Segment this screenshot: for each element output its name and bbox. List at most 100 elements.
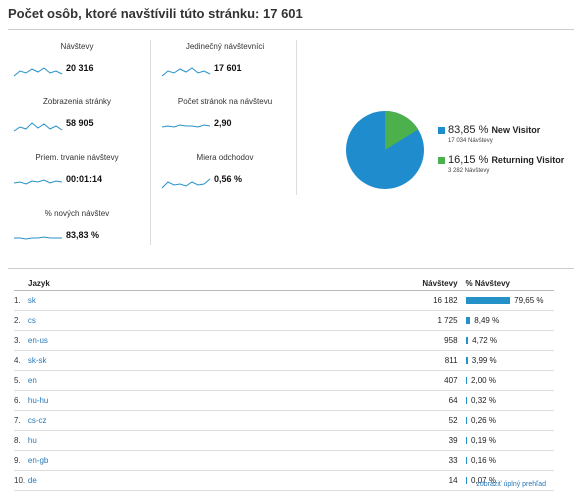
language-link[interactable]: hu xyxy=(27,430,385,451)
metric-label: Miera odchodov xyxy=(196,153,254,162)
table-header-row: Jazyk Návštevy % Návštevy xyxy=(14,277,554,291)
pct-cell: 0,32 % xyxy=(465,390,554,411)
visits-value: 39 xyxy=(384,430,466,451)
row-index: 7. xyxy=(14,410,28,431)
language-link[interactable]: sk-sk xyxy=(27,350,385,371)
metric-label: Počet stránok na návštevu xyxy=(177,97,273,106)
pct-value: 3,99 % xyxy=(471,356,497,365)
pct-bar xyxy=(465,297,511,305)
pct-value: 2,00 % xyxy=(471,376,496,385)
table-row: 10. de 14 0,07 % xyxy=(14,470,554,491)
pct-cell: 0,16 % xyxy=(465,450,554,471)
sparkline xyxy=(161,124,211,128)
metric-pageviews: Zobrazenia stránky 58 905 xyxy=(12,97,142,132)
row-index: 10. xyxy=(14,470,28,491)
visits-value: 1 725 xyxy=(384,310,466,331)
col-header-language: Jazyk xyxy=(14,277,385,291)
visits-value: 64 xyxy=(384,390,466,411)
metric-value: 20 316 xyxy=(66,63,94,73)
language-link[interactable]: en-gb xyxy=(27,450,385,471)
section-divider xyxy=(8,268,574,269)
pct-bar xyxy=(465,357,468,365)
sparkline xyxy=(13,67,63,77)
table-row: 8. hu 39 0,19 % xyxy=(14,430,554,451)
legend-label: Returning Visitor xyxy=(491,155,565,165)
legend-pct: 83,85 % xyxy=(448,124,489,136)
pie-slice-returning-visitor xyxy=(385,111,419,150)
metric-value: 58 905 xyxy=(66,118,94,128)
row-index: 5. xyxy=(14,370,28,391)
metric-label: Jedinečný návštevníci xyxy=(185,42,265,51)
col-header-pct: % Návštevy xyxy=(465,277,554,291)
metric-label: Priem. trvanie návštevy xyxy=(35,153,119,162)
legend-pct: 16,15 % xyxy=(448,154,489,166)
language-link[interactable]: sk xyxy=(27,290,385,311)
pct-cell: 0,19 % xyxy=(465,430,554,451)
pct-value: 0,07 % xyxy=(471,476,496,485)
language-link[interactable]: cs xyxy=(27,310,385,331)
legend-label: New Visitor xyxy=(491,125,541,135)
metric-label: % nových návštev xyxy=(44,209,110,218)
row-index: 9. xyxy=(14,450,28,471)
table-row: 2. cs 1 725 8,49 % xyxy=(14,310,554,331)
visitor-type-pie-chart xyxy=(346,111,424,189)
visits-value: 14 xyxy=(384,470,466,491)
pct-value: 0,19 % xyxy=(471,436,496,445)
page-title: Počet osôb, ktoré navštívili túto stránk… xyxy=(8,6,303,21)
table-row: 7. cs-cz 52 0,26 % xyxy=(14,410,554,431)
pct-cell: 3,99 % xyxy=(465,350,554,371)
metric-avg-visit-duration: Priem. trvanie návštevy 00:01:14 xyxy=(12,153,142,185)
pct-cell: 2,00 % xyxy=(465,370,554,391)
visits-value: 33 xyxy=(384,450,466,471)
visits-value: 16 182 xyxy=(384,290,466,311)
pct-cell: 8,49 % xyxy=(465,310,554,331)
metric-visits: Návštevy 20 316 xyxy=(12,42,142,77)
row-index: 6. xyxy=(14,390,28,411)
table-row: 1. sk 16 182 79,65 % xyxy=(14,290,554,311)
legend-sub: 17 034 Návštevy xyxy=(448,138,493,144)
language-link[interactable]: en-us xyxy=(27,330,385,351)
visits-value: 52 xyxy=(384,410,466,431)
metric-value: 0,56 % xyxy=(214,174,243,184)
pct-cell: 4,72 % xyxy=(465,330,554,351)
legend-swatch xyxy=(438,127,445,134)
metric-pages-per-visit: Počet stránok na návštevu 2,90 xyxy=(160,97,290,128)
row-index: 2. xyxy=(14,310,28,331)
language-link[interactable]: hu-hu xyxy=(27,390,385,411)
pct-value: 79,65 % xyxy=(514,296,544,305)
table-row: 5. en 407 2,00 % xyxy=(14,370,554,391)
sparkline xyxy=(14,236,62,240)
row-index: 4. xyxy=(14,350,28,371)
full-report-link[interactable]: zobraziť úplný prehľad xyxy=(476,481,546,488)
pct-cell: 79,65 % xyxy=(465,290,554,311)
visits-value: 958 xyxy=(384,330,466,351)
pct-value: 8,49 % xyxy=(474,316,500,325)
metrics-divider xyxy=(150,40,151,245)
sparkline xyxy=(161,178,211,189)
legend-swatch xyxy=(438,157,445,164)
metric-label: Návštevy xyxy=(60,42,94,51)
language-table: Jazyk Návštevy % Návštevy 1. sk 16 182 79,6… xyxy=(14,277,554,491)
language-link[interactable]: en xyxy=(27,370,385,391)
language-link[interactable]: cs-cz xyxy=(27,410,385,431)
metric-unique-visitors: Jedinečný návštevníci 17 601 xyxy=(160,42,290,77)
legend-sub: 3 282 Návštevy xyxy=(448,168,490,174)
table-row: 4. sk-sk 811 3,99 % xyxy=(14,350,554,371)
pct-bar xyxy=(465,477,468,485)
pct-bar xyxy=(465,397,468,405)
row-index: 3. xyxy=(14,330,28,351)
row-index: 1. xyxy=(14,290,28,311)
pct-bar xyxy=(465,317,471,325)
pct-bar xyxy=(465,457,468,465)
pct-bar xyxy=(465,377,468,385)
sparkline xyxy=(13,179,63,185)
pct-bar xyxy=(465,417,468,425)
row-index: 8. xyxy=(14,430,28,451)
sparkline xyxy=(161,67,211,77)
metric-value: 83,83 % xyxy=(66,230,100,240)
pct-value: 0,26 % xyxy=(471,416,496,425)
metric-new-visits: % nových návštev 83,83 % xyxy=(12,209,142,240)
visits-value: 407 xyxy=(384,370,466,391)
metrics-divider xyxy=(296,40,297,195)
language-link[interactable]: de xyxy=(27,470,385,491)
